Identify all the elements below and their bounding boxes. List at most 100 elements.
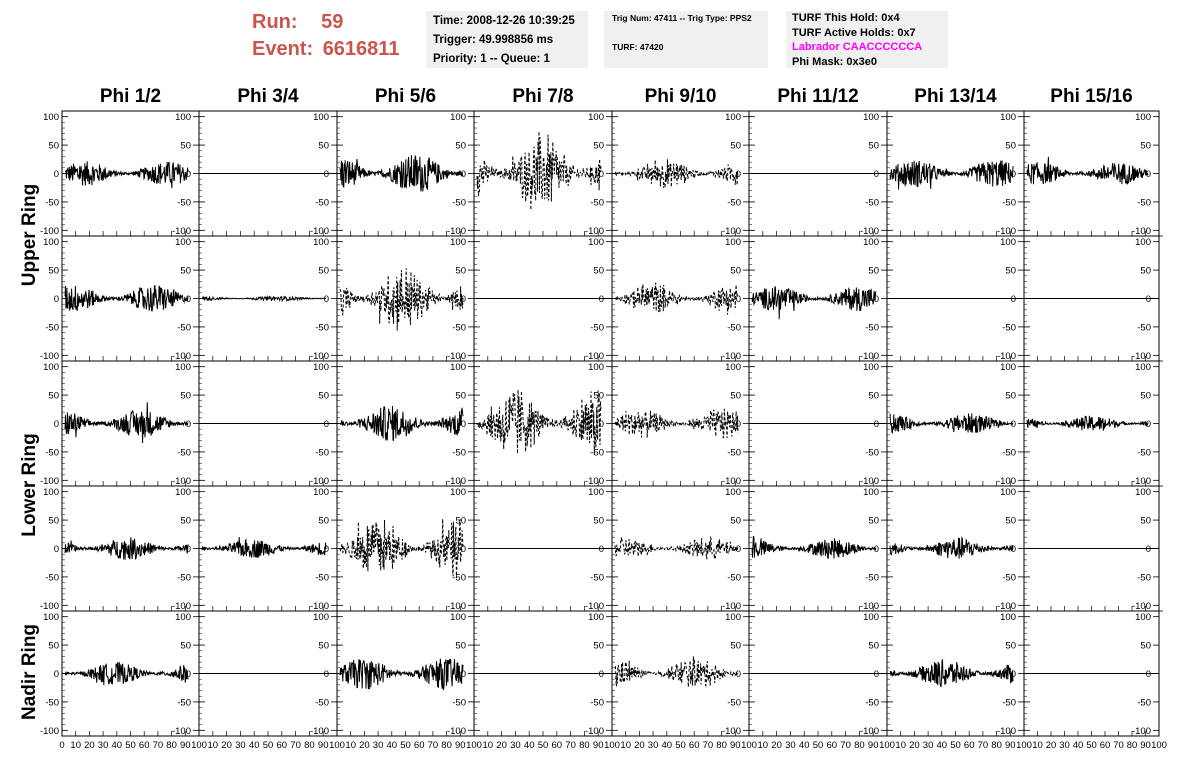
y-tick-label: 50 (318, 516, 329, 527)
y-tick-label: -50 (1137, 447, 1151, 458)
y-tick-label: 0 (1011, 419, 1016, 430)
y-tick-label: 50 (1140, 266, 1151, 277)
y-tick-label: 100 (725, 112, 741, 123)
y-tick-label-left: 0 (54, 669, 59, 680)
y-tick-label: -100 (997, 226, 1016, 237)
time-line: Time: 2008-12-26 10:39:25 (433, 15, 575, 27)
y-tick-label: 0 (186, 294, 191, 305)
y-tick-label: -50 (865, 197, 879, 208)
y-tick-label: 50 (593, 641, 604, 652)
y-tick-label: -50 (177, 697, 191, 708)
x-tick-label: 60 (277, 740, 288, 751)
y-tick-label: -50 (1137, 697, 1151, 708)
y-tick-label: -50 (1002, 697, 1016, 708)
y-tick-label: 50 (455, 266, 466, 277)
y-tick-label: -50 (315, 697, 329, 708)
y-tick-label: -100 (447, 351, 466, 362)
y-tick-label: 0 (1011, 294, 1016, 305)
turf-active-line: TURF Active Holds: 0x7 (792, 26, 916, 39)
y-tick-label: -50 (315, 572, 329, 583)
x-tick-label: 80 (579, 740, 590, 751)
waveform-trace (64, 661, 189, 686)
y-tick-label: -100 (1132, 226, 1151, 237)
y-tick-label: -50 (590, 697, 604, 708)
y-tick-label: 50 (730, 266, 741, 277)
y-tick-label: 0 (324, 544, 329, 555)
x-tick-label: 90 (730, 740, 741, 751)
event-label: Event: (252, 38, 314, 60)
y-tick-label: -100 (447, 601, 466, 612)
phi-column-headers: Phi 1/2 Phi 3/4 Phi 5/6 Phi 7/8 Phi 9/10 Phi … (0, 86, 1196, 110)
x-tick-label: 10 (70, 740, 81, 751)
y-tick-label: -100 (447, 726, 466, 737)
y-tick-label: 100 (1135, 112, 1151, 123)
y-tick-label: 100 (588, 112, 604, 123)
y-tick-label: 0 (1011, 544, 1016, 555)
y-tick-label-left: 50 (48, 641, 59, 652)
x-tick-label: 90 (868, 740, 879, 751)
y-tick-label: 100 (450, 612, 466, 623)
y-tick-label-left: 100 (43, 237, 59, 248)
x-tick-label: 80 (716, 740, 727, 751)
x-tick-label: 40 (799, 740, 810, 751)
y-tick-label: -100 (860, 601, 879, 612)
y-tick-label: -100 (447, 476, 466, 487)
y-tick-label: -100 (1132, 726, 1151, 737)
y-tick-label: -50 (865, 572, 879, 583)
y-tick-label: 50 (730, 516, 741, 527)
y-tick-label: 0 (1146, 669, 1151, 680)
y-tick-label: 50 (318, 141, 329, 152)
x-tick-label: 90 (1140, 740, 1151, 751)
y-tick-label: 0 (186, 669, 191, 680)
y-tick-label: 100 (313, 487, 329, 498)
y-tick-label: 50 (180, 391, 191, 402)
y-tick-label: -50 (1002, 197, 1016, 208)
y-tick-label: 0 (599, 669, 604, 680)
y-tick-label: 0 (461, 169, 466, 180)
waveform-trace (1026, 415, 1149, 431)
y-tick-label: -50 (315, 197, 329, 208)
y-tick-label: 50 (1140, 516, 1151, 527)
x-tick-label: 80 (441, 740, 452, 751)
y-tick-label-left: -100 (40, 601, 59, 612)
dashed-waveform-trace (476, 389, 602, 455)
x-tick-label: 40 (662, 740, 673, 751)
dashed-waveform-trace (614, 159, 739, 189)
x-tick-label: 100 (604, 740, 620, 751)
waveform-trace (339, 658, 464, 691)
y-tick-label: 50 (455, 391, 466, 402)
dashed-waveform-trace (339, 518, 464, 579)
x-tick-label: 90 (1005, 740, 1016, 751)
x-tick-label: 70 (703, 740, 714, 751)
phi-column-label: Phi 9/10 (644, 86, 717, 107)
x-tick-label: 100 (1151, 740, 1167, 751)
waveform-trace (889, 659, 1014, 688)
y-tick-label: -100 (860, 226, 879, 237)
y-tick-label-left: 100 (43, 612, 59, 623)
y-tick-label: -50 (1137, 322, 1151, 333)
x-tick-label: 90 (455, 740, 466, 751)
x-tick-label: 100 (466, 740, 482, 751)
x-tick-label: 20 (84, 740, 95, 751)
y-tick-label: 0 (1011, 669, 1016, 680)
x-tick-label: 80 (166, 740, 177, 751)
y-tick-label: 50 (1140, 141, 1151, 152)
y-tick-label: -50 (590, 322, 604, 333)
y-tick-label: -100 (172, 226, 191, 237)
y-tick-label: 0 (874, 169, 879, 180)
turf-info-box: TURF This Hold: 0x4 TURF Active Holds: 0… (786, 11, 948, 68)
x-tick-label: 80 (1127, 740, 1138, 751)
y-tick-label: -50 (177, 572, 191, 583)
x-tick-label: 50 (263, 740, 274, 751)
x-tick-label: 10 (345, 740, 356, 751)
waveform-trace (1026, 156, 1149, 185)
x-tick-label: 30 (648, 740, 659, 751)
x-tick-label: 10 (1032, 740, 1043, 751)
x-tick-label: 20 (1046, 740, 1057, 751)
y-tick-label: 50 (1005, 516, 1016, 527)
phi-column-label: Phi 7/8 (512, 86, 574, 107)
x-tick-label: 100 (191, 740, 207, 751)
y-tick-label: 0 (324, 669, 329, 680)
y-tick-label: 0 (186, 544, 191, 555)
y-tick-label: -100 (860, 476, 879, 487)
